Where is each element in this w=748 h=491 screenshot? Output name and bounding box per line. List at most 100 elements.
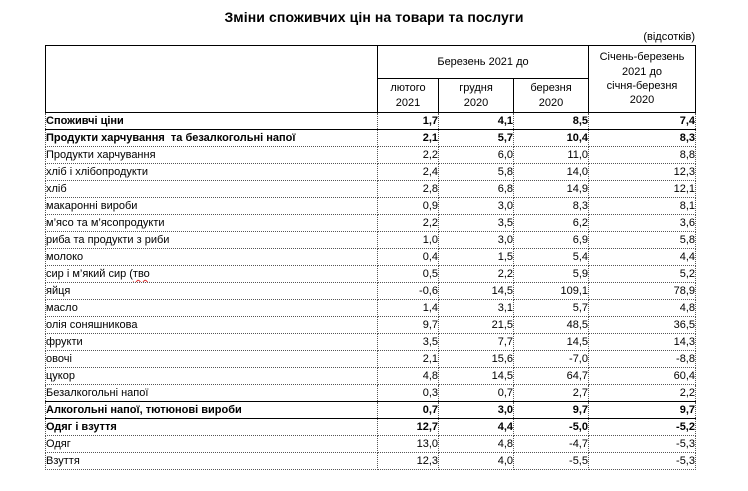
row-label-text: молоко	[46, 251, 84, 263]
table-row: риба та продукти з риби 1,0 3,0 6,9 5,8	[45, 231, 696, 249]
row-label: Споживчі ціни	[45, 112, 378, 130]
corner-cell	[45, 45, 378, 113]
row-label-text: цукор	[46, 370, 75, 382]
value-cell: 2,7	[513, 384, 589, 402]
row-label-text: Взуття	[46, 455, 80, 467]
value-cell: 7,4	[588, 112, 696, 130]
value-cell: 3,5	[377, 333, 439, 351]
value-cell: 48,5	[513, 316, 589, 334]
table-row: хліб і хлібопродукти 2,4 5,8 14,0 12,3	[45, 163, 696, 181]
row-label: риба та продукти з риби	[45, 231, 378, 249]
row-label: молоко	[45, 248, 378, 266]
value-cell: 3,0	[438, 197, 514, 215]
value-cell: 4,1	[438, 112, 514, 130]
table-row: Одяг 13,0 4,8 -4,7 -5,3	[45, 435, 696, 453]
value-cell: 8,8	[588, 146, 696, 164]
row-label-text: Одяг	[46, 438, 71, 450]
row-label: яйця	[45, 282, 378, 300]
table-row: масло 1,4 3,1 5,7 4,8	[45, 299, 696, 317]
value-cell: 2,1	[377, 129, 439, 147]
value-cell: 6,2	[513, 214, 589, 232]
row-label-text: Продукти харчування та безалкогольні нап…	[46, 132, 296, 144]
unit-note: (відсотків)	[643, 31, 695, 43]
table-row: олія соняшникова 9,7 21,5 48,5 36,5	[45, 316, 696, 334]
value-cell: -5,3	[588, 435, 696, 453]
row-label: олія соняшникова	[45, 316, 378, 334]
value-cell: 5,4	[513, 248, 589, 266]
table-row: овочі 2,1 15,6 -7,0 -8,8	[45, 350, 696, 368]
table-row: хліб 2,8 6,8 14,9 12,1	[45, 180, 696, 198]
row-label-text: хліб і хлібопродукти	[46, 166, 149, 178]
value-cell: 0,3	[377, 384, 439, 402]
row-label: овочі	[45, 350, 378, 368]
row-label: фрукти	[45, 333, 378, 351]
row-label: Безалкогольні напої	[45, 384, 378, 402]
column-header-feb-2021: лютого 2021	[377, 78, 439, 113]
table-row: Продукти харчування та безалкогольні нап…	[45, 129, 696, 147]
value-cell: 14,9	[513, 180, 589, 198]
value-cell: -5,5	[513, 452, 589, 470]
row-label-text: хліб	[46, 183, 67, 195]
value-cell: 0,4	[377, 248, 439, 266]
value-cell: -4,7	[513, 435, 589, 453]
column-group-header: Березень 2021 до	[377, 45, 589, 79]
value-cell: 14,0	[513, 163, 589, 181]
column-header-mar-2020: березня 2020	[513, 78, 589, 113]
table-row: яйця -0,6 14,5 109,1 78,9	[45, 282, 696, 300]
value-cell: 6,9	[513, 231, 589, 249]
table-row: макаронні вироби 0,9 3,0 8,3 8,1	[45, 197, 696, 215]
row-label-text: Одяг і взуття	[46, 421, 117, 433]
value-cell: 4,4	[588, 248, 696, 266]
row-label-text: Продукти харчування	[46, 149, 156, 161]
row-label-text: олія соняшникова	[46, 319, 138, 331]
value-cell: 4,4	[438, 418, 514, 436]
row-label-text: масло	[46, 302, 78, 314]
value-cell: 64,7	[513, 367, 589, 385]
value-cell: 2,4	[377, 163, 439, 181]
table-row: м’ясо та м’ясопродукти 2,2 3,5 6,2 3,6	[45, 214, 696, 232]
table-row: цукор 4,8 14,5 64,7 60,4	[45, 367, 696, 385]
value-cell: 5,7	[513, 299, 589, 317]
consumer-price-table: Березень 2021 до Січень-березень 2021 до…	[45, 45, 696, 470]
value-cell: 8,5	[513, 112, 589, 130]
value-cell: 0,9	[377, 197, 439, 215]
value-cell: 2,1	[377, 350, 439, 368]
column-header-dec-2020: грудня 2020	[438, 78, 514, 113]
row-label-text: Безалкогольні напої	[46, 387, 149, 399]
row-label-text: м’ясо та м’ясопродукти	[46, 217, 165, 229]
row-label-text: Споживчі ціни	[46, 115, 124, 127]
row-label-text: макаронні вироби	[46, 200, 138, 212]
value-cell: 5,7	[438, 129, 514, 147]
value-cell: 14,5	[438, 367, 514, 385]
value-cell: 6,0	[438, 146, 514, 164]
value-cell: 14,3	[588, 333, 696, 351]
value-cell: 1,7	[377, 112, 439, 130]
value-cell: 5,8	[438, 163, 514, 181]
value-cell: 78,9	[588, 282, 696, 300]
row-label-text: фрукти	[46, 336, 83, 348]
value-cell: 2,8	[377, 180, 439, 198]
row-label: Взуття	[45, 452, 378, 470]
row-label: хліб і хлібопродукти	[45, 163, 378, 181]
page-title: Зміни споживчих цін на товари та послуги	[224, 9, 524, 25]
table-row: Алкогольні напої, тютюнові вироби 0,7 3,…	[45, 401, 696, 419]
table-body: Споживчі ціни 1,7 4,1 8,5 7,4 Продукти х…	[45, 112, 696, 470]
table-row: Одяг і взуття 12,7 4,4 -5,0 -5,2	[45, 418, 696, 436]
value-cell: 7,7	[438, 333, 514, 351]
value-cell: 9,7	[377, 316, 439, 334]
table-row: Споживчі ціни 1,7 4,1 8,5 7,4	[45, 112, 696, 130]
row-label-text: Алкогольні напої, тютюнові вироби	[46, 404, 242, 416]
value-cell: 1,0	[377, 231, 439, 249]
row-label: Одяг	[45, 435, 378, 453]
value-cell: -8,8	[588, 350, 696, 368]
value-cell: 4,8	[438, 435, 514, 453]
value-cell: 8,3	[588, 129, 696, 147]
value-cell: 3,6	[588, 214, 696, 232]
value-cell: 1,4	[377, 299, 439, 317]
table-row: молоко 0,4 1,5 5,4 4,4	[45, 248, 696, 266]
row-label: хліб	[45, 180, 378, 198]
value-cell: -0,6	[377, 282, 439, 300]
table-row: Безалкогольні напої 0,3 0,7 2,7 2,2	[45, 384, 696, 402]
value-cell: 8,3	[513, 197, 589, 215]
value-cell: -7,0	[513, 350, 589, 368]
